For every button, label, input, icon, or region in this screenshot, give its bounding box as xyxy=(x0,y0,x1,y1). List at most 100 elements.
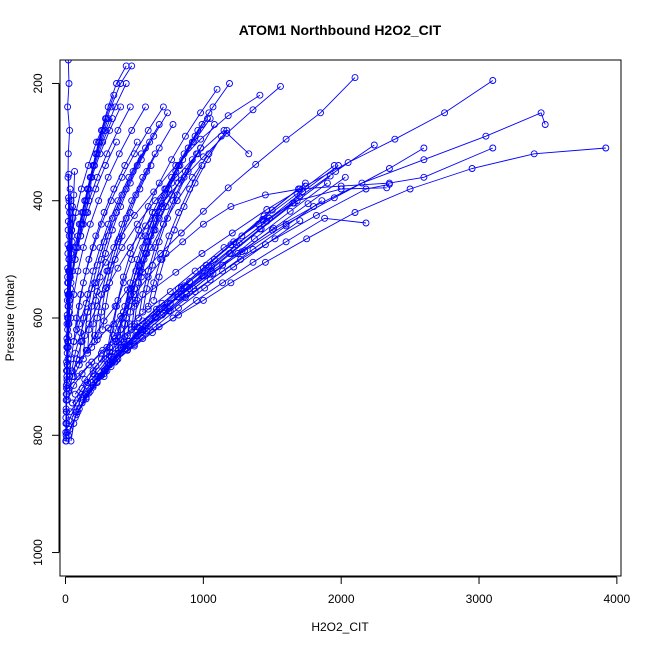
data-point xyxy=(114,332,122,340)
data-point xyxy=(92,232,100,240)
data-point xyxy=(66,185,74,193)
x-tick-label: 0 xyxy=(62,592,69,606)
data-point xyxy=(151,197,159,205)
data-point xyxy=(84,349,92,357)
data-point xyxy=(68,399,76,407)
data-point xyxy=(261,258,269,266)
data-point xyxy=(117,103,125,111)
data-point xyxy=(282,135,290,143)
data-point xyxy=(62,431,70,439)
series-46 xyxy=(70,103,167,345)
data-point xyxy=(193,296,200,304)
data-point xyxy=(157,255,165,263)
data-point xyxy=(256,91,264,99)
data-point xyxy=(173,191,181,199)
series-line xyxy=(76,141,138,330)
data-point xyxy=(82,209,90,216)
data-point xyxy=(271,235,279,243)
data-point xyxy=(164,109,171,117)
data-point xyxy=(128,62,136,70)
data-point xyxy=(228,229,236,237)
data-point xyxy=(136,185,144,193)
data-point xyxy=(79,314,87,322)
data-point xyxy=(181,132,189,140)
data-point xyxy=(205,109,213,117)
data-point xyxy=(191,179,199,187)
data-point xyxy=(118,232,126,240)
data-point xyxy=(137,156,145,164)
data-point xyxy=(64,314,72,322)
data-point xyxy=(420,144,428,152)
data-point xyxy=(226,250,233,257)
data-point xyxy=(194,126,202,134)
data-point xyxy=(64,103,72,111)
data-point xyxy=(104,103,112,111)
data-point xyxy=(119,273,127,281)
data-point xyxy=(65,291,72,298)
data-point xyxy=(249,245,257,253)
data-point xyxy=(64,150,72,158)
data-point xyxy=(142,103,149,111)
data-point xyxy=(261,241,269,249)
data-point xyxy=(82,267,90,275)
data-point xyxy=(180,203,188,211)
data-point xyxy=(150,226,158,234)
series-line xyxy=(87,141,150,354)
data-point xyxy=(204,156,211,164)
y-tick-label: 1000 xyxy=(31,539,45,566)
series-line xyxy=(153,135,222,301)
data-point xyxy=(341,173,349,181)
data-point xyxy=(282,238,290,246)
data-point xyxy=(198,121,206,128)
x-axis-label: H2O2_CIT xyxy=(311,620,369,634)
data-point xyxy=(118,220,126,228)
data-point xyxy=(110,185,118,193)
data-point xyxy=(245,150,253,158)
data-point xyxy=(89,381,97,389)
data-point xyxy=(66,126,74,134)
data-point xyxy=(114,238,122,246)
data-point xyxy=(173,293,181,301)
data-point xyxy=(148,261,156,269)
data-point xyxy=(96,244,104,252)
data-point xyxy=(117,203,125,211)
data-point xyxy=(104,173,112,181)
data-point xyxy=(113,138,120,146)
data-point xyxy=(139,308,147,316)
data-point xyxy=(179,156,187,164)
data-point xyxy=(103,367,111,375)
series-56 xyxy=(79,62,136,228)
series-line xyxy=(73,77,356,377)
data-point xyxy=(166,307,174,315)
data-point xyxy=(362,219,370,227)
data-point xyxy=(168,179,176,187)
data-point xyxy=(95,197,103,205)
data-point xyxy=(147,220,155,228)
data-point xyxy=(482,132,490,140)
data-point xyxy=(197,144,205,152)
data-point xyxy=(128,326,136,334)
data-point xyxy=(111,255,119,263)
data-point xyxy=(201,284,209,292)
data-point xyxy=(65,194,72,202)
data-point xyxy=(197,135,205,143)
data-point xyxy=(256,225,264,233)
data-point xyxy=(110,320,118,328)
data-point xyxy=(175,304,182,312)
y-tick-label: 600 xyxy=(31,308,45,328)
x-axis: 0 1000 2000 3000 4000 xyxy=(62,576,631,606)
data-point xyxy=(199,220,207,228)
data-point xyxy=(137,273,145,281)
series-line xyxy=(82,65,133,225)
data-point xyxy=(130,302,138,310)
data-point xyxy=(420,173,428,181)
data-point xyxy=(169,314,177,322)
series-line xyxy=(67,147,606,436)
data-point xyxy=(175,311,182,319)
data-point xyxy=(344,159,352,167)
data-point xyxy=(135,279,143,287)
data-point xyxy=(104,220,112,228)
data-point xyxy=(312,211,320,219)
data-point xyxy=(99,326,107,334)
data-point xyxy=(67,437,75,445)
